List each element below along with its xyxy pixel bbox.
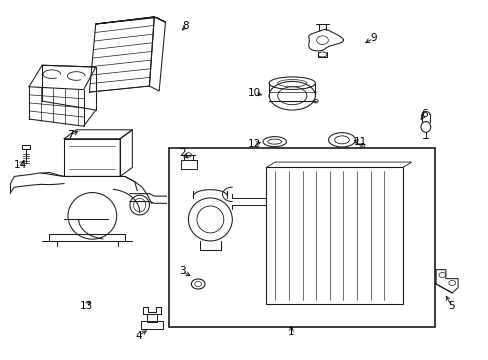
Text: 14: 14	[14, 159, 27, 170]
Bar	[22, 145, 30, 149]
Bar	[266, 167, 402, 304]
Text: 10: 10	[248, 88, 261, 98]
Text: 12: 12	[247, 139, 260, 149]
Text: 1: 1	[287, 327, 294, 337]
Bar	[168, 148, 434, 327]
Text: 8: 8	[183, 21, 189, 31]
Text: 13: 13	[79, 301, 92, 311]
Text: 5: 5	[447, 301, 454, 311]
Text: 6: 6	[421, 109, 427, 119]
Text: 11: 11	[353, 138, 366, 147]
Text: 3: 3	[179, 266, 185, 276]
Text: 2: 2	[179, 148, 185, 158]
Text: 7: 7	[66, 130, 73, 140]
Bar	[141, 321, 162, 329]
Bar	[64, 139, 120, 176]
Bar	[181, 160, 196, 169]
Text: 9: 9	[369, 33, 376, 43]
Text: 4: 4	[135, 330, 142, 341]
